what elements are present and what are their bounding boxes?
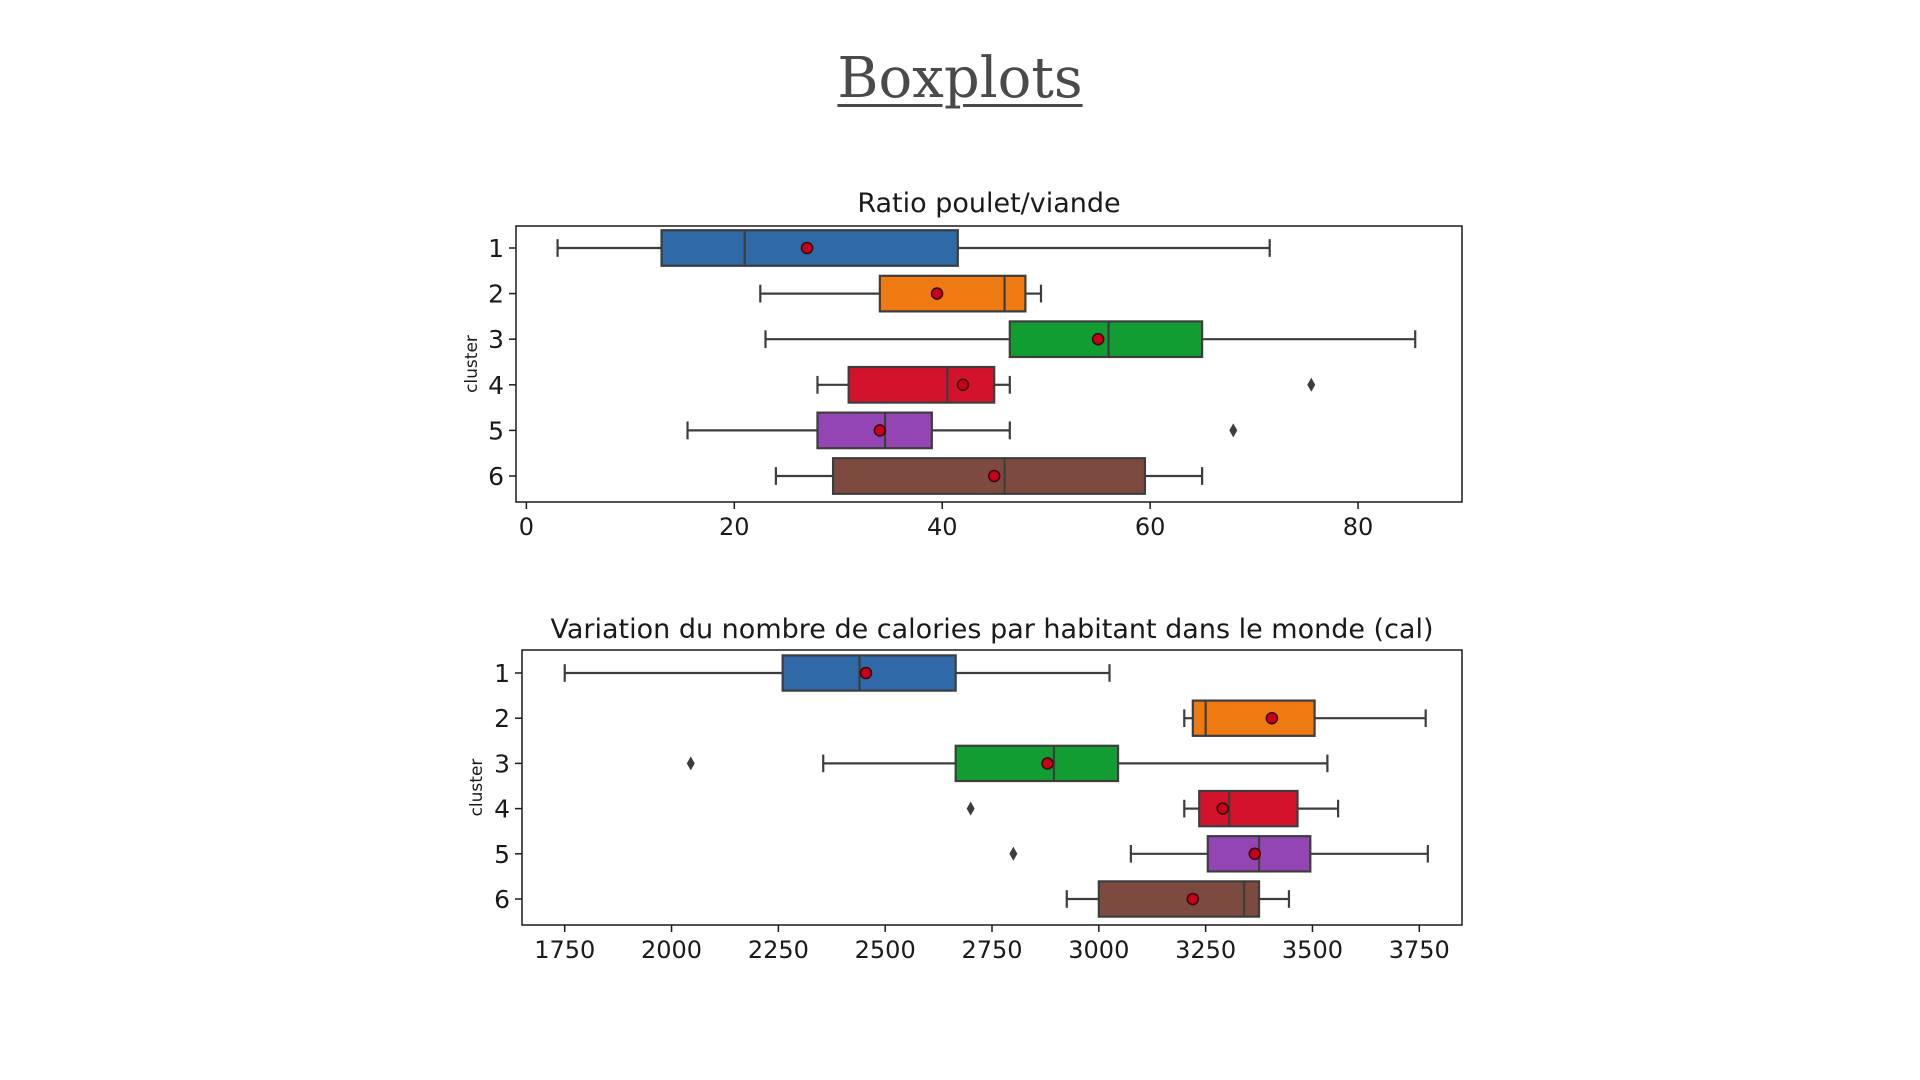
mean-marker [1265,711,1279,725]
y-tick-label: 6 [488,462,504,491]
box-cluster-5: 5 [488,411,1238,450]
box-cluster-1: 1 [494,654,1111,692]
x-tick-label: 3250 [1175,936,1236,964]
y-tick-label: 1 [494,659,510,688]
iqr-box [1191,699,1316,737]
y-axis-label: cluster [467,759,487,817]
outlier-marker [1009,846,1018,861]
mean-marker [1216,802,1230,815]
iqr-box [1097,880,1261,918]
mean-marker [1248,847,1262,861]
x-tick-label: 2750 [961,936,1022,964]
boxplot-chart-1: Ratio poulet/viande cluster 1 2 3 4 5 60 20 40 60 8… [462,188,1463,541]
x-tick-label: 40 [927,513,958,541]
box-cluster-1: 1 [488,229,1271,267]
outlier-marker [1307,377,1316,392]
x-tick-label: 0 [519,513,534,541]
mean-marker [956,378,970,392]
y-tick-label: 2 [488,280,504,309]
x-tick-label: 2250 [748,936,809,964]
iqr-box [954,744,1120,783]
x-tick-label: 3500 [1282,936,1343,964]
mean-marker [859,666,873,680]
iqr-box [847,365,996,404]
plot-frame [521,649,1463,926]
x-tick-label: 60 [1135,513,1166,541]
box-cluster-6: 6 [488,457,1204,495]
mean-marker [873,424,887,437]
y-tick-label: 2 [494,704,510,733]
y-tick-label: 4 [494,795,510,824]
mean-marker [1186,892,1200,906]
y-tick-label: 4 [488,371,504,400]
chart-title: Ratio poulet/viande [857,188,1120,219]
x-tick-label: 1750 [534,936,595,964]
mean-marker [800,241,814,255]
iqr-box [878,274,1027,313]
x-tick-label: 2500 [855,936,916,964]
x-tick-label: 2000 [641,936,702,964]
slide-title: Boxplots [837,46,1083,111]
mean-marker [1091,332,1105,346]
box-cluster-3: 3 [494,744,1329,783]
plot-frame [515,225,1463,503]
y-tick-label: 3 [494,749,510,778]
box-cluster-5: 5 [494,835,1429,873]
mean-marker [987,469,1001,483]
mean-marker [930,287,944,300]
y-tick-label: 5 [494,840,510,869]
box-cluster-2: 2 [488,274,1043,313]
chart-title: Variation du nombre de calories par habi… [550,614,1433,645]
mean-marker [1041,757,1054,770]
y-axis-label: cluster [462,335,482,393]
x-tick-label: 3750 [1389,936,1450,964]
box-cluster-3: 3 [488,320,1417,359]
x-tick-label: 80 [1343,513,1374,541]
iqr-box [1008,320,1204,359]
box-cluster-2: 2 [494,699,1427,737]
y-tick-label: 1 [488,234,504,263]
box-cluster-4: 4 [494,789,1340,828]
outlier-marker [1229,423,1238,438]
iqr-box [1198,789,1299,828]
outlier-marker [686,756,695,771]
box-cluster-6: 6 [494,880,1291,918]
box-cluster-4: 4 [488,365,1316,404]
y-tick-label: 6 [494,885,510,914]
y-tick-label: 5 [488,416,504,445]
boxplot-chart-2: Variation du nombre de calories par habi… [467,614,1463,964]
outlier-marker [966,801,975,816]
y-tick-label: 3 [488,325,504,354]
x-tick-label: 20 [719,513,750,541]
x-tick-label: 3000 [1068,936,1129,964]
